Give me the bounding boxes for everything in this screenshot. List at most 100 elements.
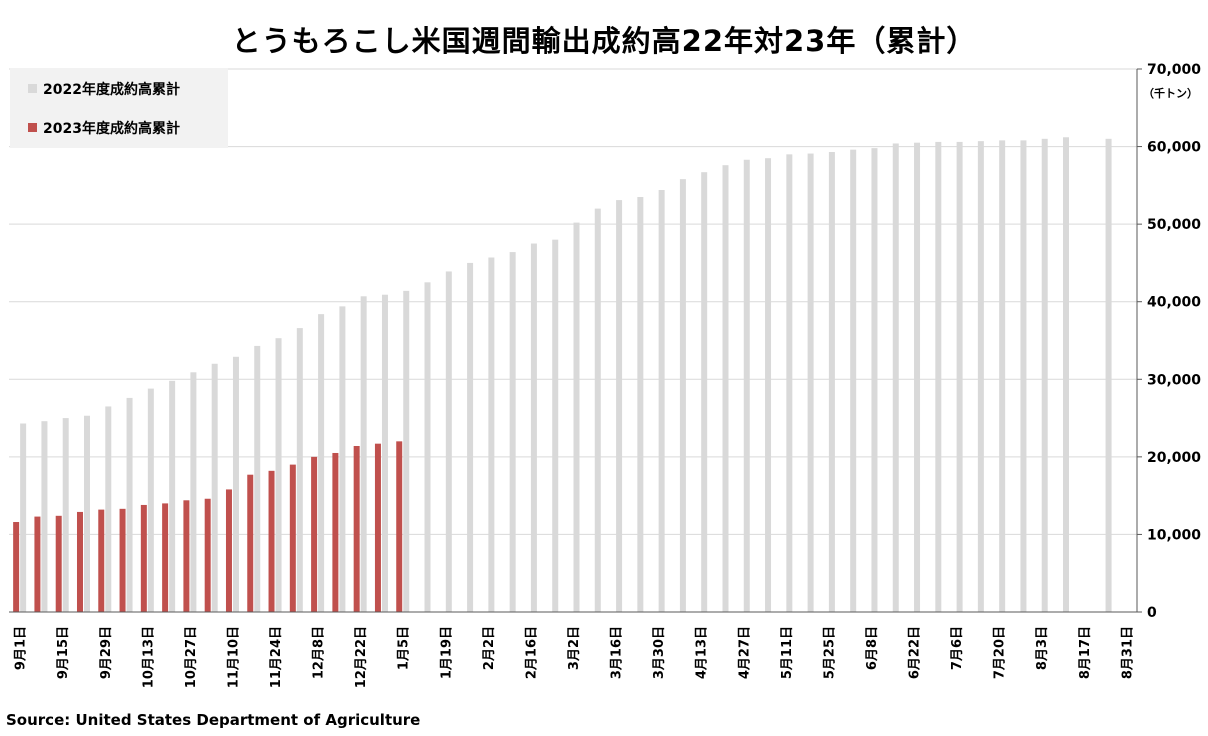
bar-2022 (1041, 138, 1048, 613)
bar-2023 (162, 503, 169, 612)
bar-2022 (743, 159, 750, 612)
bar-2022 (1063, 137, 1070, 612)
bar-2023 (289, 464, 296, 612)
x-tick-label: 11月10日 (226, 626, 241, 688)
bar-2022 (637, 196, 644, 612)
y-tick-label: 50,000 (1147, 217, 1201, 233)
bar-2023 (183, 500, 190, 612)
bar-2022 (488, 257, 495, 612)
y-tick-label: 20,000 (1147, 450, 1201, 466)
bar-2022 (935, 141, 942, 612)
bar-2022 (679, 179, 686, 612)
x-tick-label: 9月1日 (14, 626, 29, 670)
y-tick-label: 70,000 (1147, 62, 1201, 78)
bar-2022 (41, 421, 48, 612)
bar-2022 (956, 141, 963, 612)
bar-2022 (786, 154, 793, 613)
bar-2022 (914, 142, 921, 612)
x-tick-label: 3月2日 (567, 626, 582, 670)
x-tick-label: 8月31日 (1120, 626, 1135, 679)
bar-2023 (247, 474, 254, 612)
bar-2022 (403, 290, 410, 612)
bar-2022 (977, 141, 984, 613)
bar-2022 (211, 363, 218, 612)
y-axis-unit: （千トン） (1143, 86, 1198, 100)
bar-2022 (616, 200, 623, 613)
bar-2023 (311, 456, 318, 612)
x-tick-label: 10月27日 (184, 626, 199, 688)
bar-2022 (275, 338, 282, 612)
x-tick-label: 7月6日 (950, 626, 965, 670)
bar-2022 (658, 190, 665, 613)
bar-2023 (396, 441, 403, 612)
y-tick-label: 60,000 (1147, 140, 1201, 156)
chart-title: とうもろこし米国週間輸出成約高22年対23年（累計） (231, 24, 977, 58)
x-tick-label: 4月13日 (695, 626, 710, 679)
bar-2022 (232, 356, 239, 612)
bar-2022 (999, 140, 1006, 612)
bar-2022 (892, 143, 899, 612)
x-tick-label: 9月29日 (99, 626, 114, 679)
bar-2022 (318, 314, 325, 612)
bar-2022 (509, 252, 516, 612)
bar-2022 (1105, 138, 1112, 613)
bar-2023 (119, 508, 126, 612)
bar-2022 (296, 328, 303, 612)
bars (13, 137, 1112, 613)
x-tick-label: 1月19日 (439, 626, 454, 679)
bar-2022 (1020, 140, 1027, 612)
y-tick-label: 40,000 (1147, 295, 1201, 311)
bar-2023 (353, 445, 360, 612)
axes: 0 10,000 20,000 30,000 40,000 50,000 60,000 70,… (9, 62, 1201, 688)
x-tick-label: 11月24日 (269, 626, 284, 688)
bar-2023 (332, 452, 339, 612)
bar-2023 (76, 511, 83, 612)
y-tick-label: 0 (1147, 605, 1157, 621)
bar-2022 (807, 153, 814, 612)
x-tick-label: 1月5日 (397, 626, 412, 670)
x-tick-label: 2月2日 (482, 626, 497, 670)
bar-2022 (105, 406, 112, 612)
x-tick-label: 6月22日 (908, 626, 923, 679)
bar-2022 (20, 423, 27, 612)
bar-2022 (467, 262, 474, 612)
bar-2023 (140, 504, 147, 612)
bar-2023 (204, 498, 211, 612)
bar-2022 (722, 165, 729, 612)
bar-2022 (360, 296, 367, 612)
bar-2022 (83, 415, 90, 612)
bar-2022 (850, 149, 857, 612)
bar-2022 (573, 222, 580, 612)
y-tick-label: 30,000 (1147, 372, 1201, 388)
legend: 2022年度成約高累計 2023年度成約高累計 (10, 68, 228, 148)
bar-2022 (126, 397, 133, 612)
legend-box (10, 68, 228, 148)
x-tick-label: 3月30日 (652, 626, 667, 679)
legend-label-2022: 2022年度成約高累計 (43, 81, 180, 98)
bar-2022 (765, 158, 772, 612)
bar-2022 (828, 152, 835, 612)
bar-2022 (147, 388, 154, 612)
bar-2023 (374, 443, 381, 612)
x-tick-label: 9月15日 (56, 626, 71, 679)
source-note: Source: United States Department of Agri… (6, 711, 421, 729)
x-tick-label: 3月16日 (610, 626, 625, 679)
x-tick-label: 12月22日 (354, 626, 369, 688)
bar-2023 (98, 509, 105, 612)
bar-2022 (254, 345, 261, 612)
x-tick-label: 10月13日 (141, 626, 156, 688)
x-tick-label: 4月27日 (737, 626, 752, 679)
gridlines (9, 68, 1137, 613)
bar-2022 (190, 372, 197, 612)
bar-2023 (225, 489, 232, 612)
bar-2022 (701, 172, 708, 613)
bar-2023 (55, 515, 62, 612)
bar-2022 (871, 148, 878, 612)
bar-2022 (169, 380, 176, 612)
x-tick-label: 8月3日 (1035, 626, 1050, 670)
bar-2022 (424, 282, 431, 612)
legend-label-2023: 2023年度成約高累計 (43, 120, 180, 137)
bar-2022 (339, 306, 346, 612)
x-tick-label: 6月8日 (865, 626, 880, 670)
